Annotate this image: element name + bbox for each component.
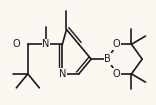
Text: N: N	[42, 39, 50, 49]
Text: O: O	[113, 69, 120, 79]
Text: N: N	[59, 69, 66, 79]
Text: B: B	[104, 54, 111, 64]
Text: O: O	[12, 39, 20, 49]
Text: O: O	[113, 39, 120, 49]
